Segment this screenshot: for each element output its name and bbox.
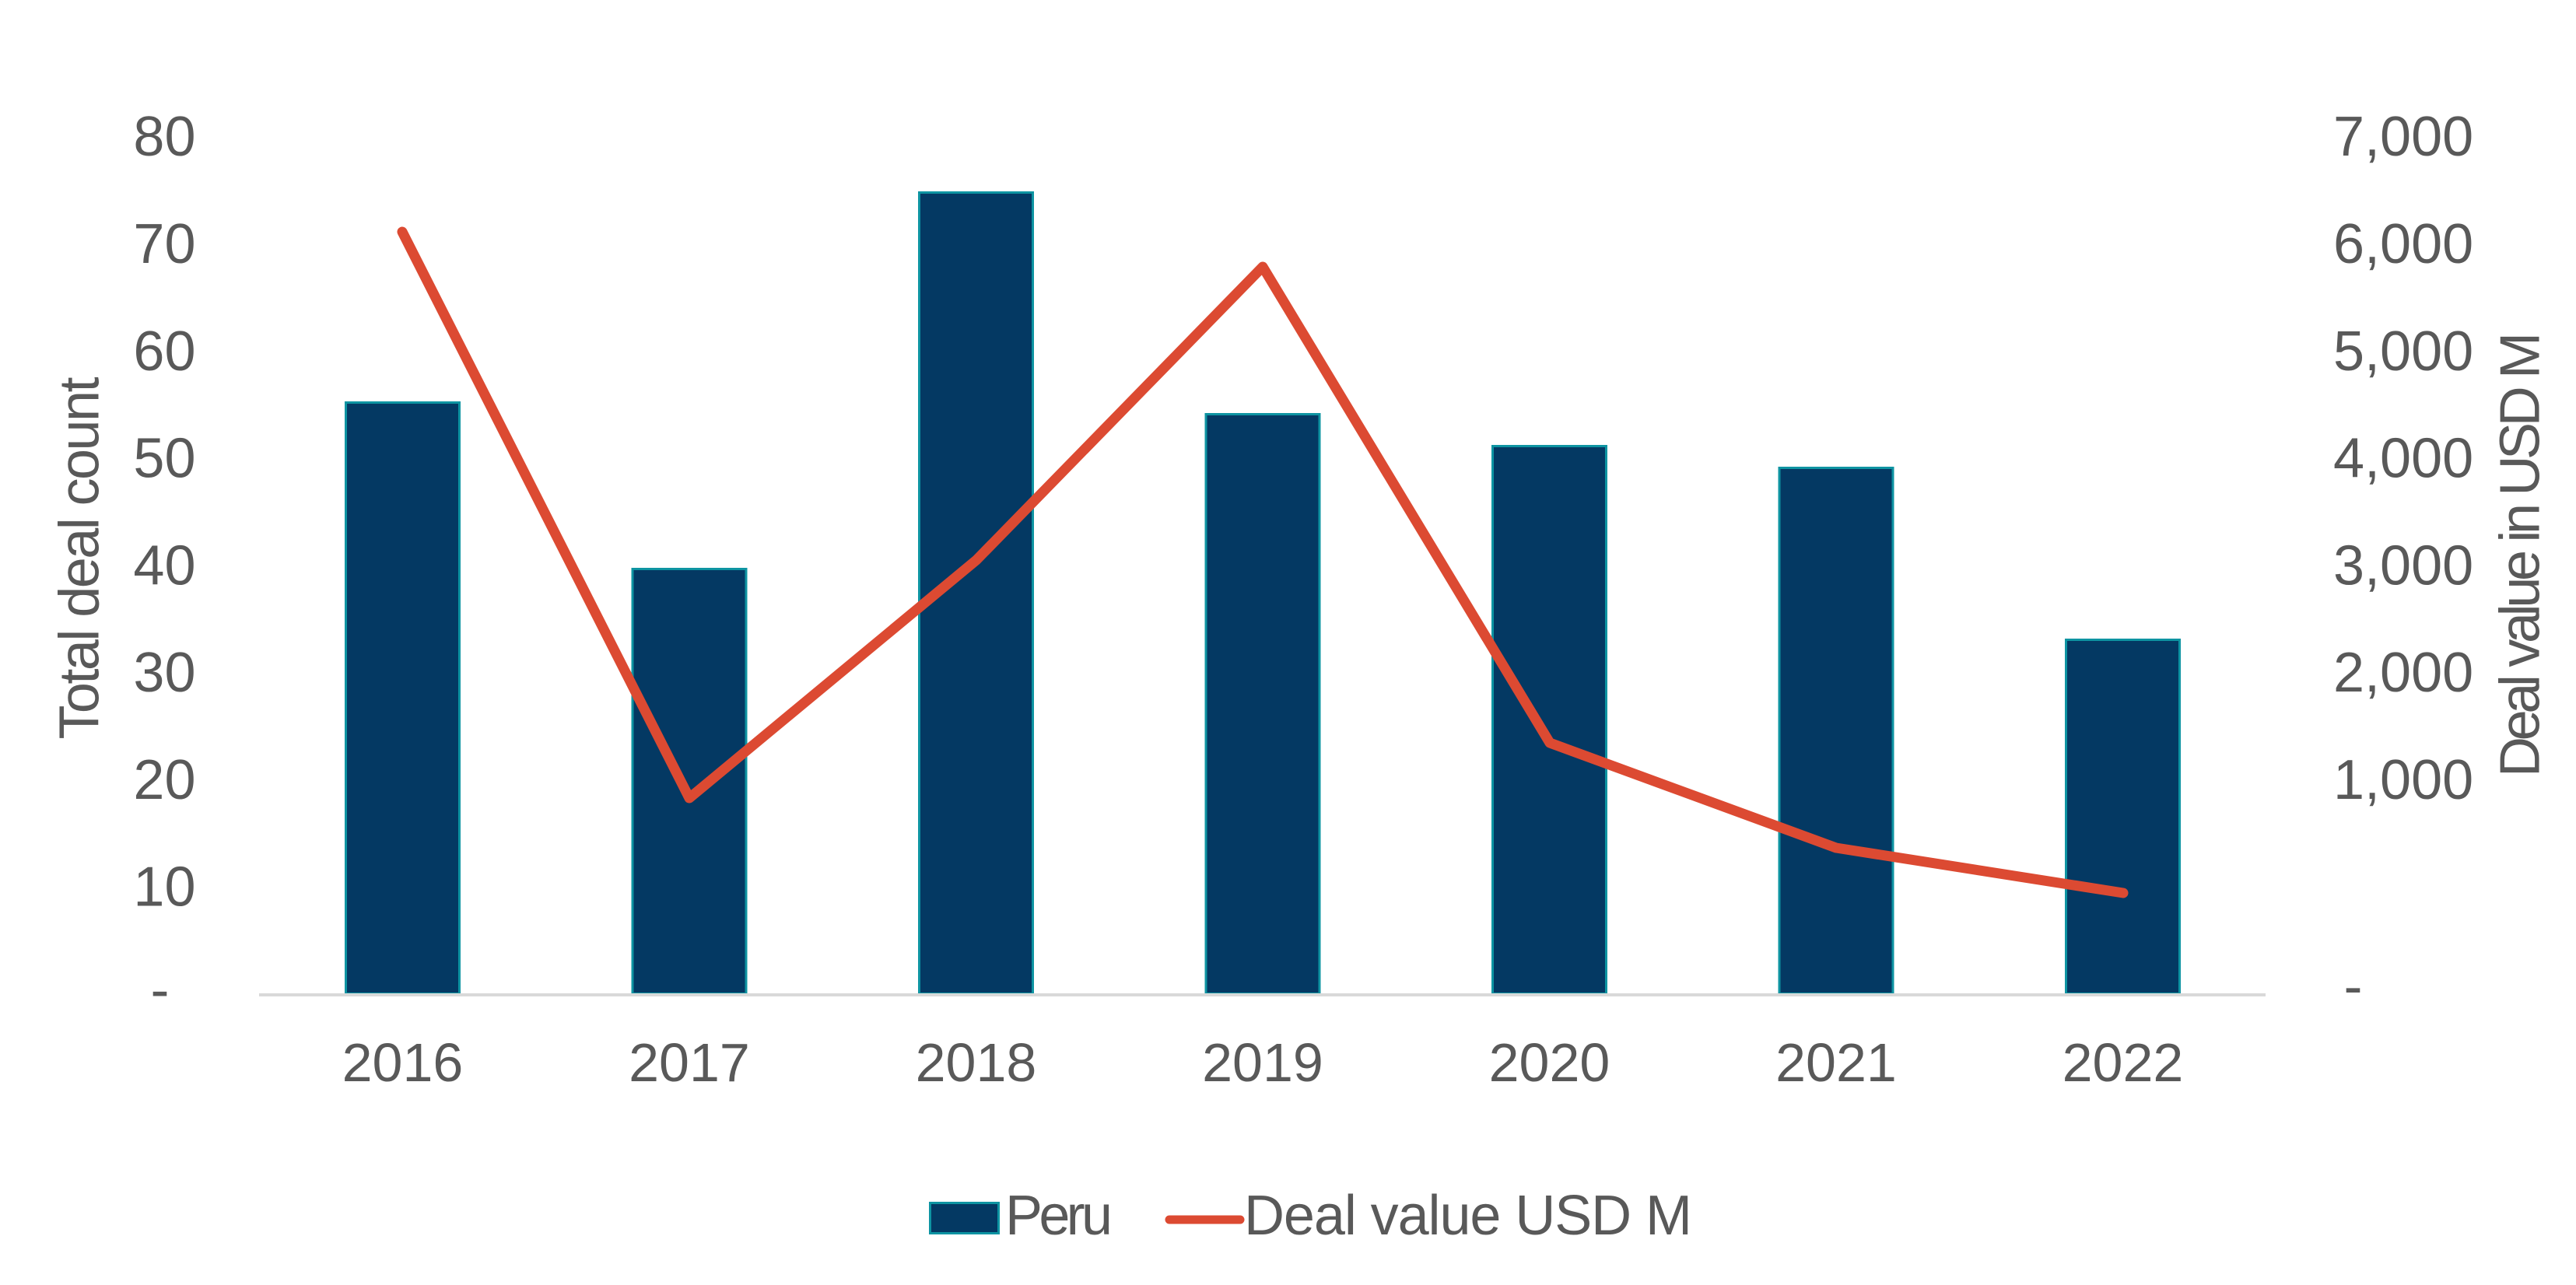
svg-text:2019: 2019 (1202, 1032, 1323, 1093)
svg-text:50: 50 (133, 428, 195, 490)
svg-text:2,000: 2,000 (2333, 642, 2473, 704)
svg-text:3,000: 3,000 (2333, 535, 2473, 597)
svg-text:Total deal count: Total deal count (49, 377, 111, 740)
svg-text:40: 40 (133, 535, 195, 597)
svg-text:Deal value in USD M: Deal value in USD M (2490, 332, 2552, 777)
svg-text:Peru: Peru (1005, 1185, 1113, 1247)
svg-text:10: 10 (133, 856, 195, 919)
svg-text:80: 80 (133, 106, 195, 168)
svg-text:7,000: 7,000 (2333, 106, 2473, 168)
svg-text:6,000: 6,000 (2333, 213, 2473, 275)
svg-text:-: - (2344, 956, 2363, 1018)
svg-text:5,000: 5,000 (2333, 320, 2473, 383)
svg-text:2018: 2018 (916, 1032, 1037, 1093)
svg-text:2021: 2021 (1775, 1032, 1897, 1093)
svg-text:-: - (151, 959, 170, 1021)
svg-text:60: 60 (133, 320, 195, 383)
svg-text:Deal value USD M: Deal value USD M (1244, 1185, 1692, 1247)
svg-text:2017: 2017 (629, 1032, 750, 1093)
svg-text:30: 30 (133, 642, 195, 704)
svg-text:20: 20 (133, 749, 195, 811)
svg-text:2020: 2020 (1489, 1032, 1610, 1093)
svg-text:2022: 2022 (2063, 1032, 2184, 1093)
svg-text:4,000: 4,000 (2333, 428, 2473, 490)
svg-text:1,000: 1,000 (2333, 749, 2473, 811)
svg-text:2016: 2016 (342, 1032, 464, 1093)
svg-text:70: 70 (133, 213, 195, 275)
